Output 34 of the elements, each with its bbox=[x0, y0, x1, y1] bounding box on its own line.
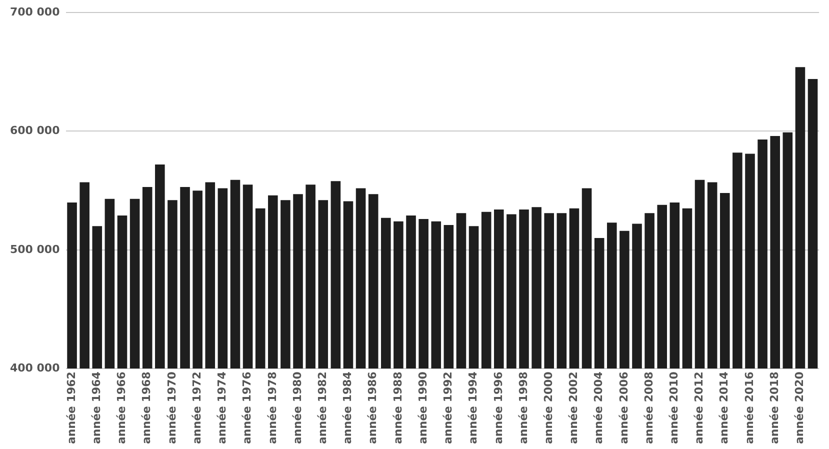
x-tick-label: année 1998 bbox=[516, 372, 530, 444]
x-tick-label: année 1992 bbox=[442, 372, 455, 444]
y-tick-label: 700 000 bbox=[10, 5, 60, 18]
x-tick-label: année 2020 bbox=[793, 371, 806, 444]
x-tick-label: année 1962 bbox=[64, 372, 78, 444]
x-tick-label: année 2014 bbox=[718, 371, 731, 444]
x-tick-label: année 2000 bbox=[542, 371, 555, 444]
x-tick-label: année 1966 bbox=[115, 371, 128, 444]
x-tick-label: année 2004 bbox=[592, 371, 606, 444]
x-tick-label: année 1990 bbox=[416, 371, 430, 444]
y-tick-label: 500 000 bbox=[10, 242, 60, 256]
x-tick-label: année 1984 bbox=[341, 371, 354, 444]
x-tick-label: année 1970 bbox=[165, 371, 178, 444]
x-tick-label: année 1964 bbox=[90, 371, 103, 444]
x-tick-label: année 2018 bbox=[768, 372, 781, 444]
x-tick-label: année 2006 bbox=[617, 371, 630, 444]
x-tick-label: année 1978 bbox=[266, 372, 279, 444]
x-tick-label: année 1976 bbox=[240, 371, 254, 444]
x-tick-label: année 1988 bbox=[391, 372, 404, 444]
x-tick-label: année 1968 bbox=[140, 372, 154, 444]
x-tick-label: année 1980 bbox=[290, 371, 304, 444]
x-tick-label: année 2008 bbox=[642, 372, 656, 444]
x-tick-label: année 2012 bbox=[692, 372, 706, 444]
x-tick-label: année 1974 bbox=[216, 371, 229, 444]
x-tick-label: année 1996 bbox=[492, 371, 505, 444]
x-tick-label: année 1986 bbox=[366, 371, 380, 444]
y-tick-label: 600 000 bbox=[10, 124, 60, 138]
x-tick-label: année 1982 bbox=[316, 372, 329, 444]
y-tick-label: 400 000 bbox=[10, 361, 60, 374]
x-tick-label: année 1972 bbox=[190, 372, 204, 444]
x-tick-label: année 2010 bbox=[668, 371, 681, 444]
x-tick-label: année 2016 bbox=[742, 371, 756, 444]
x-tick-label: année 1994 bbox=[466, 371, 480, 444]
x-tick-label: année 2002 bbox=[567, 372, 580, 444]
